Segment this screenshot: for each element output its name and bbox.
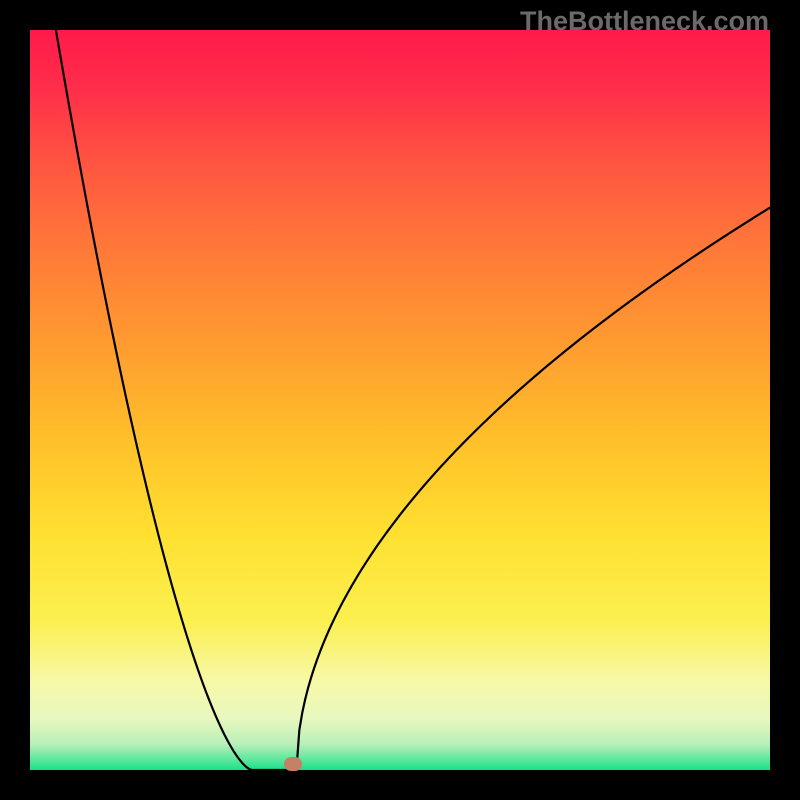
chart-container: TheBottleneck.com (0, 0, 800, 800)
watermark-text: TheBottleneck.com (520, 6, 769, 37)
plot-area (30, 30, 770, 770)
valley-marker (284, 757, 302, 771)
bottleneck-curve (30, 30, 770, 770)
